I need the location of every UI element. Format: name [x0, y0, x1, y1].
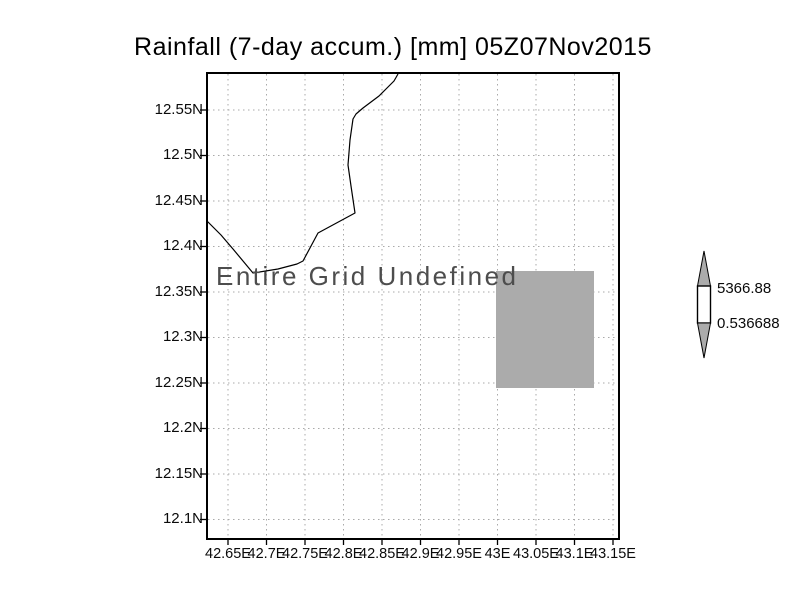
undefined-grid-message: Entire Grid Undefined [216, 261, 519, 291]
lat-tick-label: 12.55N [154, 101, 203, 118]
grid-lines [208, 74, 618, 538]
lon-tick-label: 42.9E [401, 546, 440, 562]
map-frame [206, 72, 620, 540]
plot-title: Rainfall (7-day accum.) [mm] 05Z07Nov201… [134, 33, 652, 61]
colorbar-min-label: 0.536688 [717, 315, 780, 332]
coastline [206, 73, 399, 274]
lon-tick-label: 43E [484, 546, 511, 562]
colorbar [696, 250, 712, 359]
lon-tick-label: 43.1E [555, 546, 594, 562]
lon-tick-label: 42.75E [282, 546, 328, 562]
lon-tick-label: 42.8E [324, 546, 363, 562]
lat-tick-label: 12.45N [154, 192, 203, 209]
lat-tick-label: 12.35N [154, 283, 203, 300]
lon-tick-label: 43.15E [590, 546, 636, 562]
lon-tick-label: 42.7E [247, 546, 286, 562]
colorbar-bar [696, 285, 712, 324]
lat-tick-label: 12.3N [162, 328, 203, 345]
lat-tick-label: 12.25N [154, 374, 203, 391]
shaded-data-region [496, 271, 594, 388]
colorbar-arrow-down [696, 322, 712, 359]
lat-tick-label: 12.4N [162, 237, 203, 254]
colorbar-arrow-up [696, 250, 712, 287]
lon-tick-label: 42.85E [359, 546, 405, 562]
lon-tick-label: 42.65E [205, 546, 251, 562]
lat-tick-label: 12.15N [154, 465, 203, 482]
lon-tick-label: 43.05E [513, 546, 559, 562]
colorbar-max-label: 5366.88 [717, 280, 772, 297]
lat-tick-label: 12.1N [162, 510, 203, 527]
lat-tick-label: 12.2N [162, 419, 203, 436]
lat-tick-label: 12.5N [162, 146, 203, 163]
lon-tick-label: 42.95E [436, 546, 482, 562]
